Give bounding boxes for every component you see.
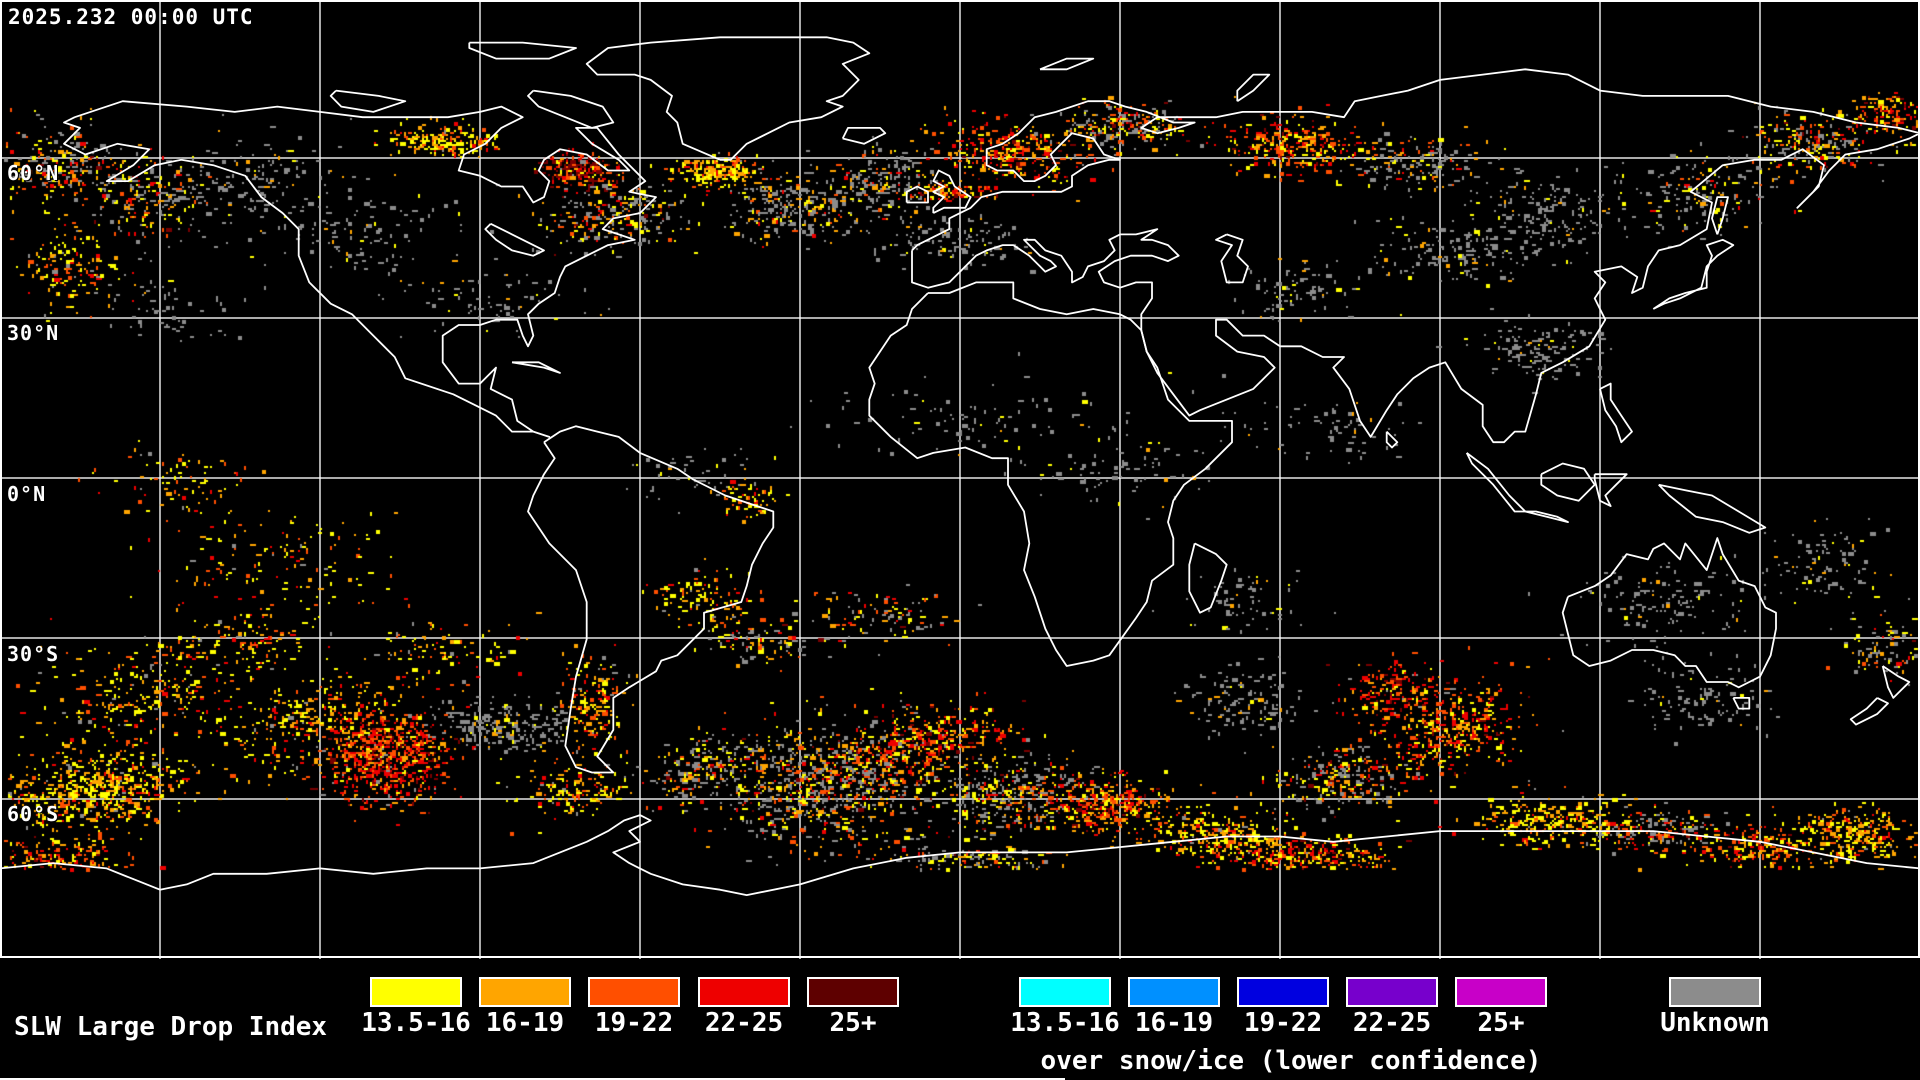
lat-label-30n: 30°N xyxy=(7,321,60,345)
swatch-snow-16-19 xyxy=(1128,977,1220,1007)
lat-label-0n: 0°N xyxy=(7,482,47,506)
swatch-label: 25+ xyxy=(1477,1008,1525,1038)
swatch-snow-25plus xyxy=(1455,977,1547,1007)
legend-item-primary-3: 19-22 xyxy=(579,977,689,1036)
slw-data-pixels-canvas xyxy=(0,0,1920,959)
swatch-primary-25plus xyxy=(807,977,899,1007)
swatch-label: 19-22 xyxy=(1243,1008,1323,1038)
swatch-unknown xyxy=(1669,977,1761,1007)
swatch-label: 22-25 xyxy=(1352,1008,1432,1038)
legend-item-primary-2: 16-19 xyxy=(470,977,580,1036)
swatch-label: 16-19 xyxy=(485,1008,565,1038)
swatch-primary-16-19 xyxy=(479,977,571,1007)
legend-item-snow-1: 13.5-16 xyxy=(1010,977,1120,1036)
swatch-snow-19-22 xyxy=(1237,977,1329,1007)
swatch-label: 13.5-16 xyxy=(361,1008,471,1038)
legend-item-snow-3: 19-22 xyxy=(1228,977,1338,1036)
swatch-label: 19-22 xyxy=(594,1008,674,1038)
frame-bottom-line xyxy=(0,1078,1065,1080)
legend-item-unknown: Unknown xyxy=(1660,977,1770,1036)
frame-left-line xyxy=(0,0,2,958)
frame-right-line xyxy=(1918,0,1920,958)
legend-item-snow-5: 25+ xyxy=(1446,977,1556,1036)
swatch-label: 25+ xyxy=(829,1008,877,1038)
coastline-layer xyxy=(0,36,1920,896)
snow-ice-caption: over snow/ice (lower confidence) xyxy=(1040,1046,1542,1076)
lat-label-60n: 60°N xyxy=(7,161,60,185)
timestamp: 2025.232 00:00 UTC xyxy=(8,5,254,29)
swatch-snow-13.5-16 xyxy=(1019,977,1111,1007)
legend-title: SLW Large Drop Index xyxy=(14,1012,328,1042)
swatch-primary-13.5-16 xyxy=(370,977,462,1007)
lat-label-60s: 60°S xyxy=(7,802,60,826)
legend-item-primary-1: 13.5-16 xyxy=(361,977,471,1036)
legend-item-snow-2: 16-19 xyxy=(1119,977,1229,1036)
swatch-primary-22-25 xyxy=(698,977,790,1007)
frame-top-line xyxy=(0,0,1920,2)
swatch-label: Unknown xyxy=(1660,1008,1770,1038)
swatch-label: 22-25 xyxy=(704,1008,784,1038)
legend-item-snow-4: 22-25 xyxy=(1337,977,1447,1036)
map-legend-separator-line xyxy=(0,956,1920,958)
legend-item-primary-4: 22-25 xyxy=(689,977,799,1036)
lat-label-30s: 30°S xyxy=(7,642,60,666)
swatch-label: 13.5-16 xyxy=(1010,1008,1120,1038)
swatch-snow-22-25 xyxy=(1346,977,1438,1007)
swatch-primary-19-22 xyxy=(588,977,680,1007)
swatch-label: 16-19 xyxy=(1134,1008,1214,1038)
legend-item-primary-5: 25+ xyxy=(798,977,908,1036)
